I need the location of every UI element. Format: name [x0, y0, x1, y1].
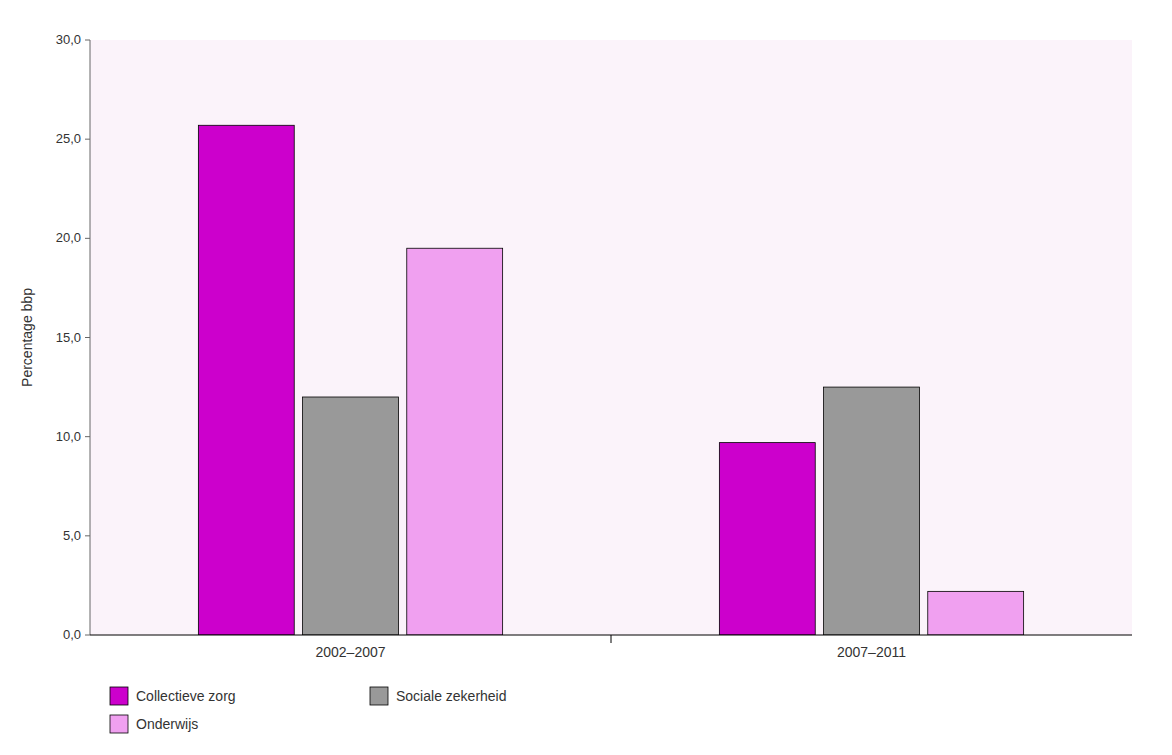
y-tick-label: 20,0 [56, 230, 81, 245]
chart-container: 0,0 5,0 10,0 15,0 20,0 25,0 30,0 Percentage bbp… [0, 0, 1172, 755]
x-divider [611, 635, 612, 643]
y-tick [85, 635, 90, 636]
y-tick [85, 40, 90, 41]
legend-swatch [370, 687, 388, 705]
legend-label: Collectieve zorg [136, 688, 236, 704]
y-tick-label: 25,0 [56, 131, 81, 146]
legend: Collectieve zorg Sociale zekerheid Onderwi… [110, 687, 507, 733]
bar [198, 125, 294, 635]
y-tick [85, 139, 90, 140]
legend-swatch [110, 715, 128, 733]
bar [928, 591, 1024, 635]
x-tick-label: 2002–2007 [315, 644, 385, 660]
bars [198, 125, 1023, 635]
bar [719, 443, 815, 635]
y-tick-label: 0,0 [63, 627, 81, 642]
y-tick-label: 10,0 [56, 429, 81, 444]
y-tick-label: 15,0 [56, 330, 81, 345]
y-tick [85, 535, 90, 536]
y-tick [85, 238, 90, 239]
plot-background [90, 40, 1132, 635]
y-tick [85, 337, 90, 338]
y-axis-label: Percentage bbp [19, 288, 35, 387]
legend-swatch [110, 687, 128, 705]
y-tick-label: 5,0 [63, 528, 81, 543]
y-tick [85, 436, 90, 437]
legend-label: Sociale zekerheid [396, 688, 507, 704]
chart-svg: 0,0 5,0 10,0 15,0 20,0 25,0 30,0 Percentage bbp… [0, 0, 1172, 755]
x-tick-label: 2007–2011 [837, 644, 906, 660]
legend-label: Onderwijs [136, 716, 198, 732]
bar [303, 397, 399, 635]
bar [824, 387, 920, 635]
y-axis-line [90, 40, 91, 635]
bar [407, 248, 503, 635]
y-tick-label: 30,0 [56, 32, 81, 47]
